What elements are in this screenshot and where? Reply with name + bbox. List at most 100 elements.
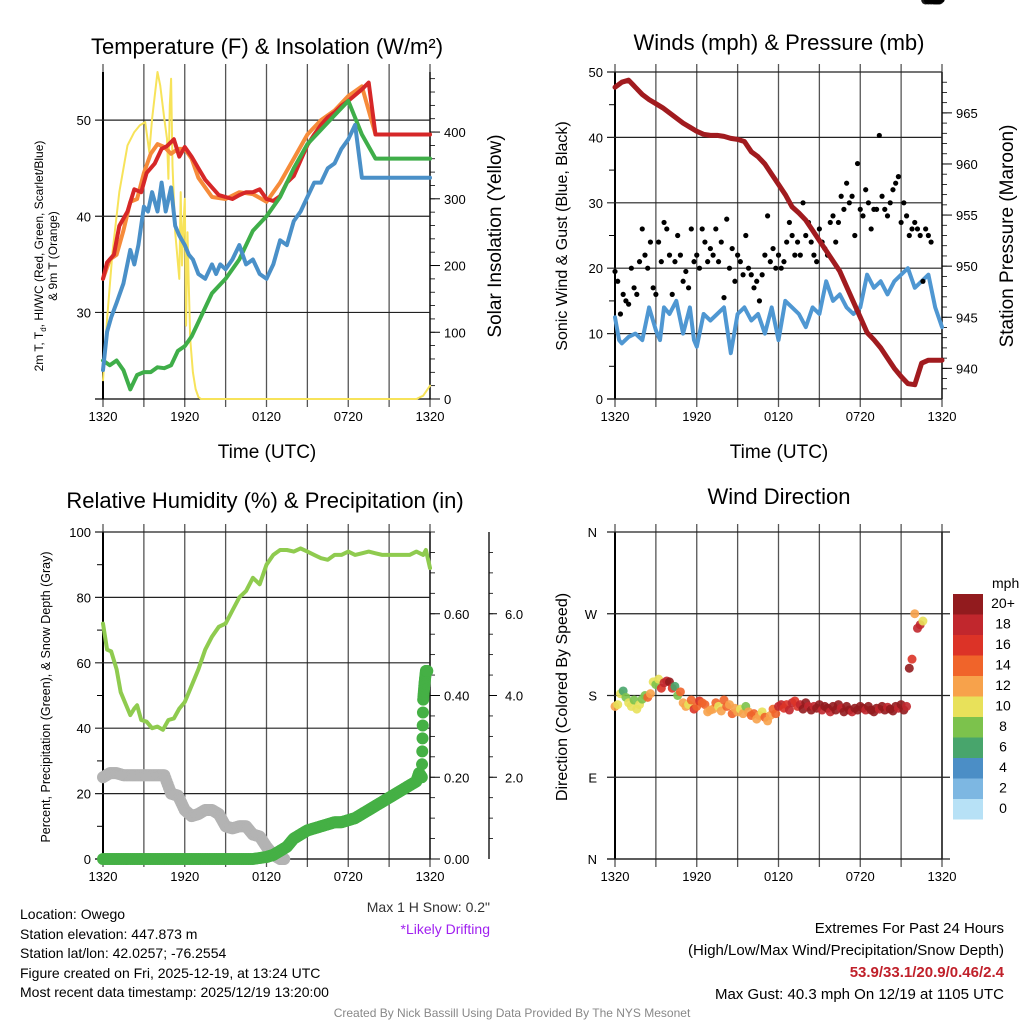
- series-gust: [797, 252, 803, 258]
- series-gust: [874, 206, 880, 212]
- series-gust: [803, 232, 809, 239]
- series-gust: [754, 278, 760, 284]
- series-gust: [650, 285, 656, 291]
- series-gust: [887, 200, 893, 206]
- svg-text:& 9m T (Orange): & 9m T (Orange): [46, 211, 60, 301]
- x-tick-label: 0720: [846, 409, 875, 424]
- legend-label: 8: [999, 718, 1007, 734]
- series-gust: [808, 239, 814, 245]
- created-text: Figure created on Fri, 2025-12-19, at 13…: [20, 964, 321, 981]
- y2-tick-label: 0: [444, 392, 451, 407]
- x-tick-label: 1320: [928, 869, 957, 884]
- y2-tick-label: 0.60: [444, 607, 469, 622]
- series-gust: [615, 278, 621, 284]
- series-gust: [669, 291, 675, 297]
- winds-ylabel: Sonic Wind & Gust (Blue, Black): [554, 121, 571, 350]
- series-gust: [784, 239, 790, 245]
- series-gust: [743, 232, 749, 239]
- series-gust: [857, 206, 863, 212]
- temperature-panel: Temperature (F) & Insolation (W/m²) Time…: [32, 34, 506, 463]
- series-gust: [781, 259, 787, 265]
- series-gust: [792, 252, 798, 258]
- x-tick-label: 0720: [334, 869, 363, 884]
- y-tick-label: 40: [589, 130, 603, 145]
- series-gust: [726, 265, 733, 271]
- series-gust: [928, 239, 934, 245]
- series-gust: [751, 285, 757, 291]
- series-gust: [814, 259, 820, 265]
- legend-swatch: [953, 655, 983, 676]
- y-tick-label: 40: [77, 721, 91, 736]
- series-gust: [811, 252, 817, 258]
- humidity-ylabel: Percent, Precipitation (Green), & Snow D…: [39, 551, 53, 842]
- series-gust: [765, 213, 771, 219]
- series-precipitation: [416, 745, 429, 758]
- y2-tick-label: 0.20: [444, 770, 469, 785]
- x-tick-label: 1320: [416, 869, 445, 884]
- legend-swatch: [953, 778, 983, 799]
- y-tick-label: N: [588, 525, 597, 540]
- series-gust: [925, 232, 931, 239]
- y-tick-label: 20: [589, 261, 603, 276]
- series-gust: [816, 226, 822, 232]
- series-gust: [786, 219, 793, 226]
- series-gust: [721, 295, 727, 301]
- series-gust: [617, 311, 624, 317]
- series-gust: [898, 219, 904, 226]
- y-tick-label: 40: [77, 209, 91, 224]
- series-gust: [732, 278, 738, 284]
- series-gust: [770, 245, 776, 252]
- y-tick-label: S: [588, 689, 597, 704]
- series-gust: [909, 226, 915, 232]
- y2-tick-label: 940: [956, 361, 978, 376]
- temperature-y2label: Solar Insolation (Yellow): [485, 134, 506, 337]
- series-gust: [903, 213, 910, 219]
- y2-tick-label: 955: [956, 208, 978, 223]
- y-tick-label: W: [585, 607, 598, 622]
- series-dewpoint: [101, 98, 432, 392]
- max-snow-text: Max 1 H Snow: 0.2": [366, 899, 490, 915]
- wind-direction-panel: Wind Direction Direction (Colored By Spe…: [554, 0, 1019, 884]
- x-tick-label: 0720: [334, 409, 363, 424]
- series-gust: [923, 226, 929, 232]
- extremes-values: 53.9/33.1/20.9/0.46/2.4: [849, 964, 1004, 981]
- series-gust: [735, 252, 741, 258]
- y-tick-label: 20: [77, 787, 91, 802]
- snow-note: Max 1 H Snow: 0.2" *Likely Drifting: [340, 896, 490, 940]
- series-gust: [729, 245, 735, 252]
- wind-direction-point: [700, 700, 710, 710]
- series-gust: [715, 259, 722, 265]
- wind-direction-ylabel: Direction (Colored By Speed): [554, 593, 571, 801]
- series-gust: [680, 278, 686, 284]
- series-gust: [672, 259, 678, 265]
- series-gust: [628, 265, 634, 271]
- y-tick-label: 60: [77, 656, 91, 671]
- series-relative-humidity: [101, 546, 432, 732]
- series-gust: [773, 265, 779, 271]
- series-gust: [865, 200, 872, 206]
- legend-swatch: [953, 676, 983, 697]
- wind-direction-point: [904, 663, 914, 673]
- series-solar-insolation: [102, 71, 431, 400]
- series-gust: [879, 193, 885, 199]
- drifting-text: *Likely Drifting: [400, 921, 490, 937]
- x-tick-label: 0120: [764, 869, 793, 884]
- winds-y2label: Station Pressure (Maroon): [997, 125, 1018, 348]
- temperature-ylabel: 2m T, Td, HI/WC (Red, Green, Scarlet/Blu…: [32, 141, 60, 372]
- legend-swatch: [953, 799, 983, 820]
- series-gust: [639, 226, 645, 232]
- y-tick-label: 0: [596, 392, 603, 407]
- series-gust: [724, 216, 730, 222]
- series-gust: [794, 239, 801, 245]
- legend-label: 20+: [991, 595, 1015, 611]
- wind-direction-point: [934, 0, 944, 5]
- series-gust: [705, 259, 711, 265]
- station-info: Location: Owego Station elevation: 447.8…: [20, 905, 329, 1003]
- elevation-text: Station elevation: 447.873 m: [20, 925, 198, 942]
- series-gust: [694, 252, 700, 258]
- series-gust: [612, 268, 618, 275]
- y-tick-label: N: [588, 852, 597, 867]
- x-tick-label: 1920: [170, 409, 199, 424]
- series-gust: [846, 200, 852, 206]
